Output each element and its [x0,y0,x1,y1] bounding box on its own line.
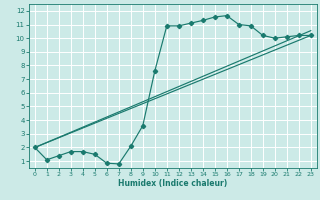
X-axis label: Humidex (Indice chaleur): Humidex (Indice chaleur) [118,179,228,188]
